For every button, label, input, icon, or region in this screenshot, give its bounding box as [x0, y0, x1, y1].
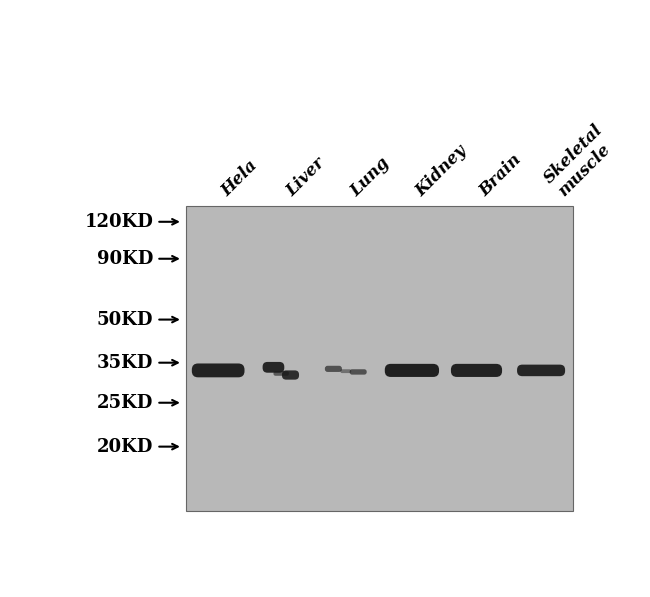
Text: Brain: Brain [476, 152, 525, 200]
FancyBboxPatch shape [192, 364, 244, 377]
Text: Lung: Lung [347, 155, 393, 200]
Text: Skeletal
muscle: Skeletal muscle [541, 121, 621, 200]
Text: Kidney: Kidney [412, 142, 470, 200]
Text: 120KD: 120KD [84, 213, 153, 231]
FancyBboxPatch shape [325, 366, 342, 372]
Text: 90KD: 90KD [97, 250, 153, 267]
Text: 20KD: 20KD [97, 438, 153, 456]
FancyBboxPatch shape [517, 365, 565, 376]
FancyBboxPatch shape [282, 370, 299, 380]
FancyBboxPatch shape [263, 362, 284, 373]
FancyBboxPatch shape [451, 364, 502, 377]
Text: Liver: Liver [283, 155, 328, 200]
FancyBboxPatch shape [274, 371, 289, 376]
Bar [186, 207, 573, 510]
FancyBboxPatch shape [341, 370, 351, 373]
Text: Hela: Hela [218, 158, 261, 200]
FancyBboxPatch shape [350, 370, 367, 375]
Text: 35KD: 35KD [97, 353, 153, 372]
Text: 25KD: 25KD [97, 394, 153, 412]
FancyBboxPatch shape [385, 364, 439, 377]
Text: 50KD: 50KD [97, 310, 153, 328]
